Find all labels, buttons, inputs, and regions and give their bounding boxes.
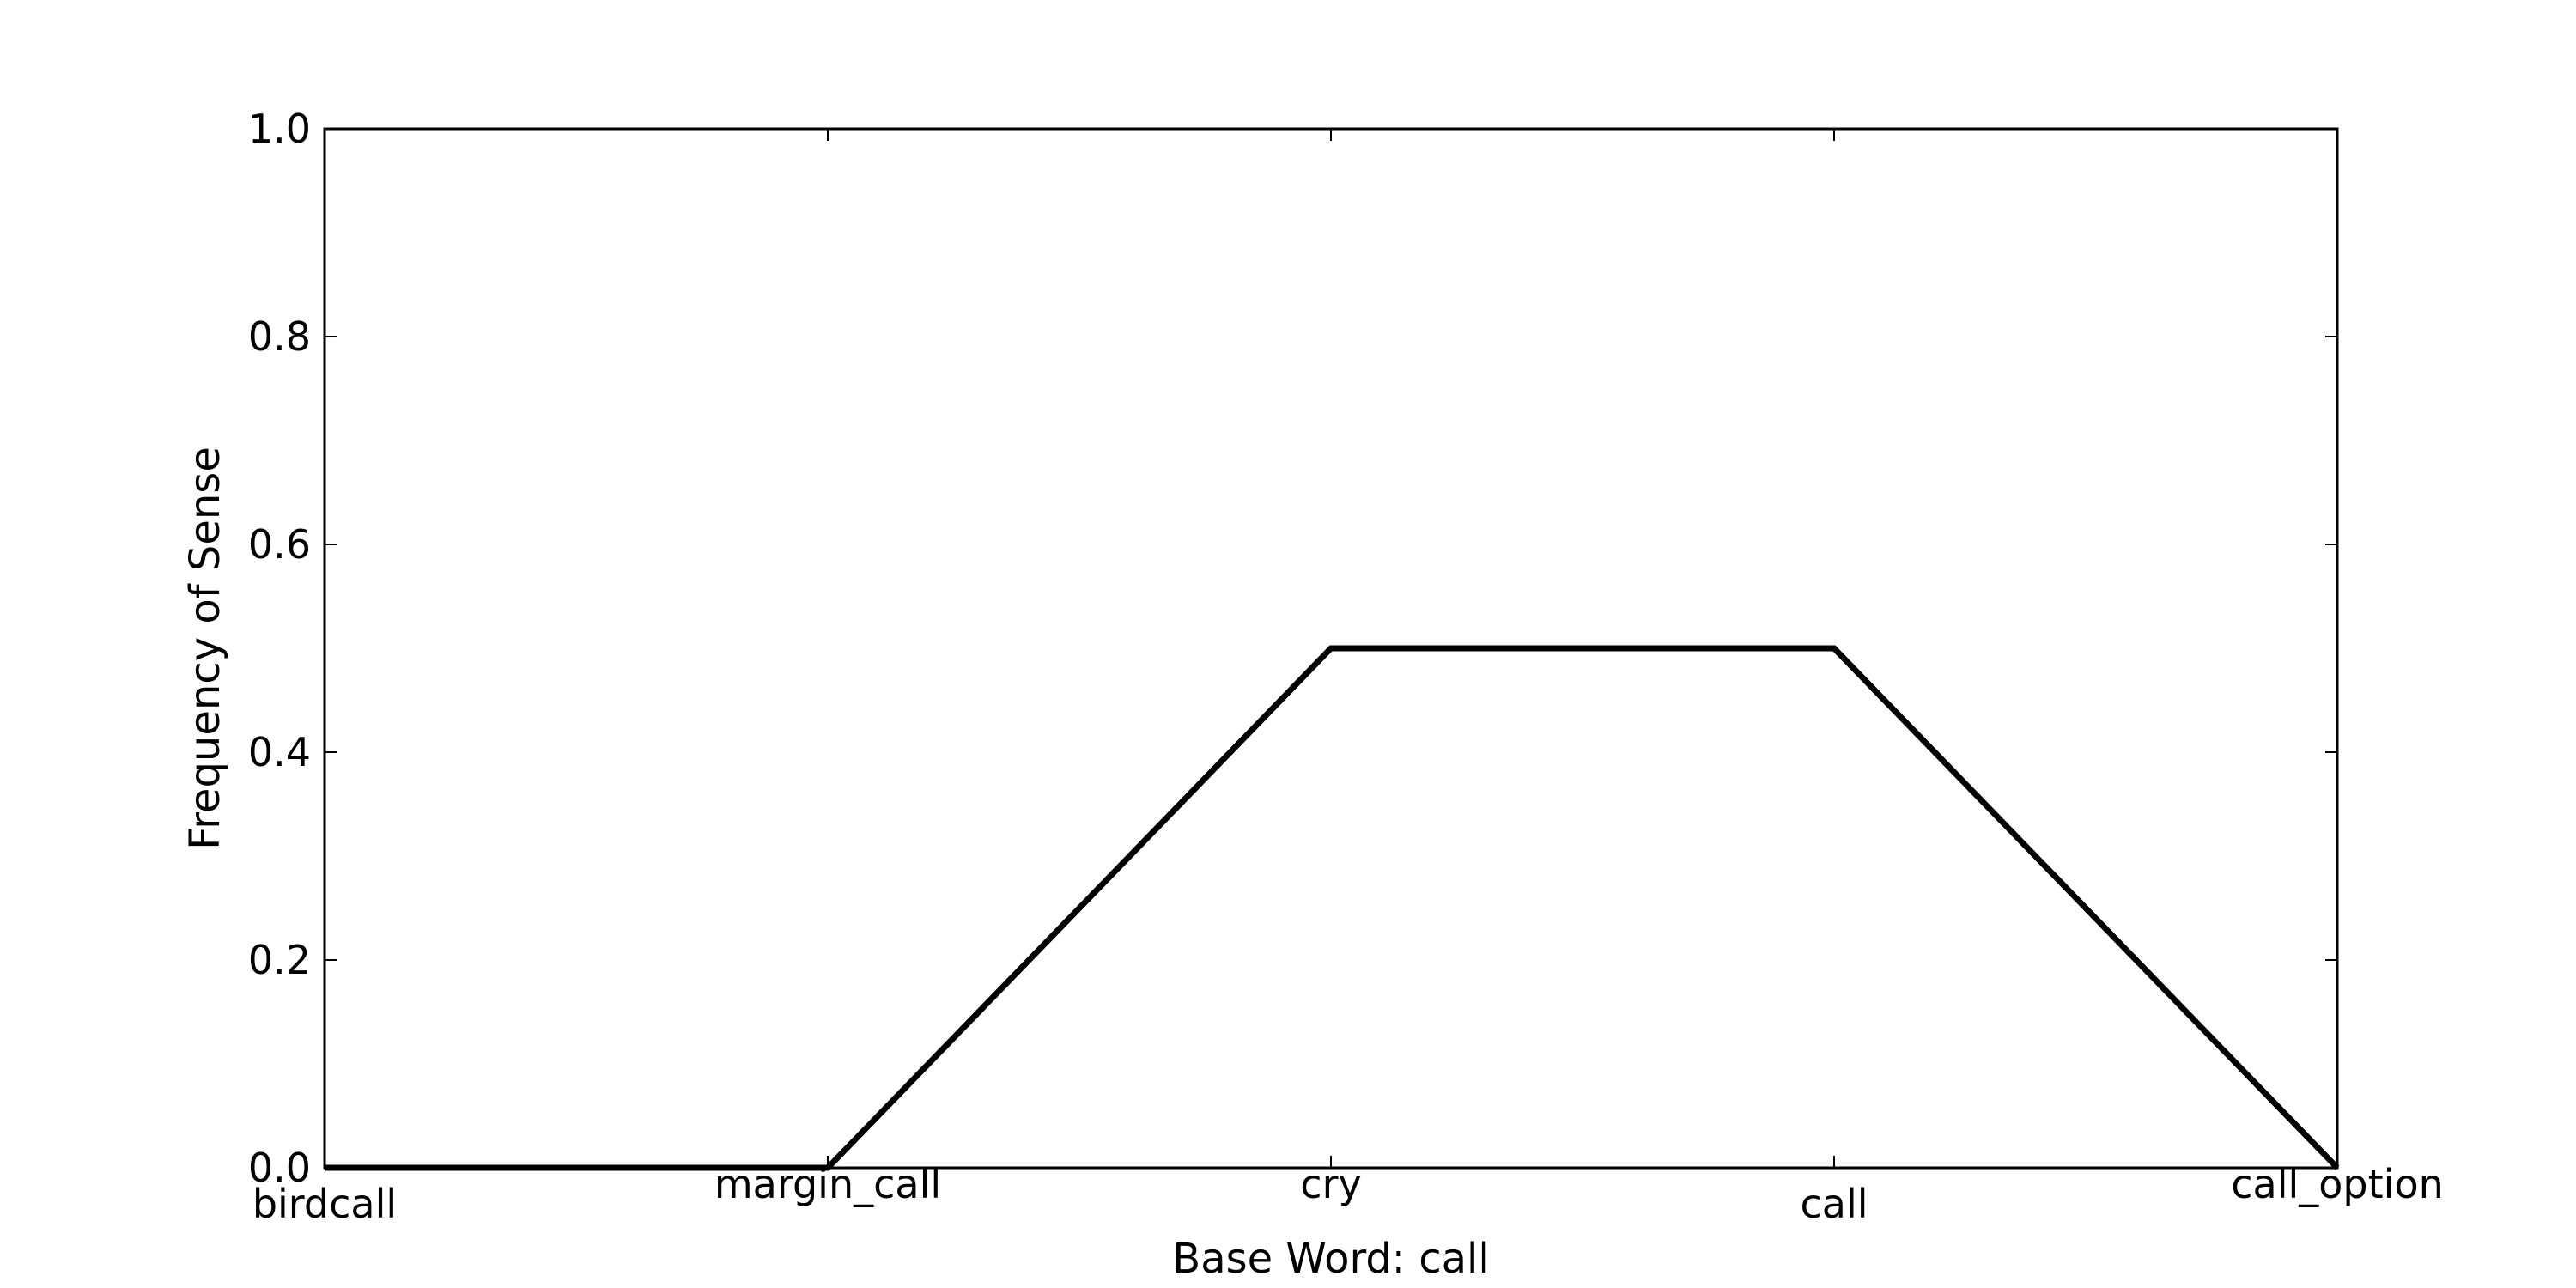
x-tick-label: birdcall — [252, 1181, 397, 1227]
y-tick-label: 0.6 — [248, 521, 311, 568]
x-tick-label: call_option — [2231, 1161, 2444, 1207]
x-axis-label: Base Word: call — [1172, 1235, 1489, 1283]
y-tick-label: 1.0 — [248, 106, 311, 152]
y-tick-labels: 0.0 0.2 0.4 0.6 0.8 1.0 — [248, 106, 311, 1191]
y-tick-label: 0.8 — [248, 313, 311, 360]
x-tick-label: call — [1800, 1181, 1868, 1227]
y-tick-label: 0.4 — [248, 729, 311, 775]
x-tick-label: cry — [1300, 1161, 1361, 1207]
x-tick-labels: birdcall margin_call cry call call_option — [252, 1161, 2444, 1227]
y-tick-label: 0.0 — [248, 1145, 311, 1191]
plot-frame — [323, 127, 2339, 1170]
y-axis-label: Frequency of Sense — [181, 447, 229, 850]
x-tick-label: margin_call — [714, 1161, 941, 1207]
y-tick-label: 0.2 — [248, 937, 311, 983]
